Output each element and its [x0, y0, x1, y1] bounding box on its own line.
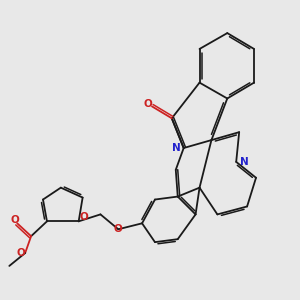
Text: O: O	[17, 248, 26, 258]
Text: O: O	[79, 212, 88, 222]
Text: N: N	[172, 143, 181, 153]
Text: O: O	[11, 215, 20, 225]
Text: O: O	[144, 99, 152, 110]
Text: O: O	[114, 224, 123, 234]
Text: N: N	[240, 157, 248, 167]
